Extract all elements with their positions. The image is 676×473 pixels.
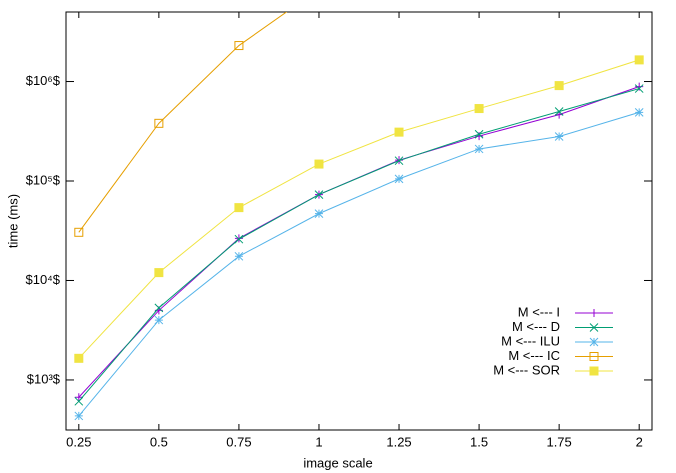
legend-marker [590, 309, 598, 317]
legend-label: M <--- IC [508, 348, 560, 363]
y-tick-label: $10³$ [27, 371, 61, 386]
legend-marker [589, 323, 599, 332]
point [234, 41, 244, 51]
x-tick-label: 0.5 [150, 434, 168, 449]
series-line [78, 59, 640, 359]
x-axis-label: image scale [303, 455, 372, 470]
x-tick-label: 1.75 [546, 434, 571, 449]
point [74, 353, 84, 363]
legend-label: M <--- SOR [493, 362, 560, 377]
point [314, 209, 324, 218]
point [154, 315, 164, 325]
x-tick-label: 1 [315, 434, 322, 449]
legend-marker [589, 352, 599, 361]
x-tick-label: 0.75 [226, 434, 251, 449]
point [475, 132, 484, 141]
legend-marker [589, 366, 599, 376]
point [474, 144, 484, 154]
point [474, 129, 484, 139]
x-tick-label: 2 [636, 434, 643, 449]
plot-frame [65, 11, 653, 431]
point [154, 303, 164, 313]
point [634, 55, 644, 65]
y-tick-label: $10⁴$ [25, 272, 60, 287]
legend-label: M <--- I [518, 304, 560, 319]
y-tick-label: $10⁵$ [26, 172, 61, 187]
point [554, 81, 564, 91]
point [234, 203, 244, 213]
point [74, 393, 83, 402]
point [234, 234, 243, 243]
legend-label: M <--- ILU [501, 333, 560, 348]
point [394, 156, 404, 166]
y-tick-label: $10⁶$ [26, 73, 61, 88]
x-tick-label: 0.25 [66, 434, 91, 449]
point [554, 107, 564, 116]
point [154, 268, 164, 278]
point [234, 234, 244, 244]
point [634, 107, 644, 117]
point [74, 411, 84, 421]
legend-label: M <--- D [512, 319, 560, 334]
point [634, 84, 644, 93]
point [74, 396, 84, 406]
plot-area [74, 12, 644, 421]
point [234, 251, 244, 261]
series-line [78, 111, 640, 417]
x-tick-label: 1.5 [470, 434, 488, 449]
series-line [78, 88, 640, 402]
point [394, 174, 404, 184]
point [474, 104, 484, 114]
legend-marker [589, 337, 599, 347]
point [554, 132, 564, 141]
series-line [78, 12, 288, 233]
point [314, 190, 324, 199]
point [74, 227, 84, 237]
point [314, 159, 324, 169]
y-axis-label: time (ms) [5, 194, 20, 248]
point [154, 118, 164, 128]
x-tick-label: 1.25 [386, 434, 411, 449]
point [394, 127, 404, 137]
